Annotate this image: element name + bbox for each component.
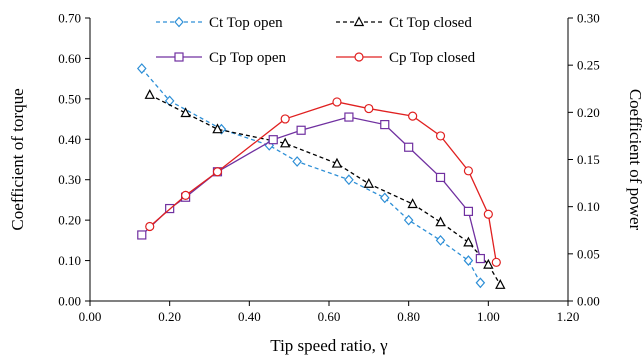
series-cp-top-closed xyxy=(145,97,501,267)
data-point xyxy=(212,123,223,134)
data-point xyxy=(344,112,354,122)
data-point xyxy=(403,214,414,226)
data-point xyxy=(279,137,291,148)
data-point xyxy=(407,198,418,209)
data-point xyxy=(144,89,155,99)
y-left-tick-label: 0.60 xyxy=(58,51,81,66)
legend-item: Cp Top closed xyxy=(336,50,476,66)
data-point xyxy=(180,107,191,118)
data-point xyxy=(435,234,446,246)
y-right-tick-label: 0.20 xyxy=(577,105,600,120)
y-right-tick-label: 0.05 xyxy=(577,246,600,261)
data-point xyxy=(344,174,354,186)
data-point xyxy=(463,206,474,216)
data-point xyxy=(491,257,501,267)
data-point xyxy=(332,97,342,107)
legend-marker xyxy=(174,16,184,28)
legend-label: Ct Top open xyxy=(209,15,283,31)
series-line xyxy=(141,68,481,284)
data-point xyxy=(475,253,485,264)
legend-item: Cp Top open xyxy=(156,50,287,66)
series-layer xyxy=(136,63,506,289)
data-point xyxy=(363,177,375,188)
data-point xyxy=(331,157,343,168)
y-left-tick-label: 0.30 xyxy=(58,172,81,187)
data-point xyxy=(136,63,147,74)
data-point xyxy=(435,216,446,227)
series-line xyxy=(141,116,481,259)
series-ct-top-open xyxy=(136,63,486,289)
data-point xyxy=(280,114,290,124)
data-point xyxy=(495,279,506,289)
data-point xyxy=(145,221,155,232)
y-right-tick-label: 0.10 xyxy=(577,199,600,214)
data-point xyxy=(483,258,494,269)
data-point xyxy=(463,236,474,247)
legend: Ct Top open Ct Top closed Cp Top open Cp To… xyxy=(156,15,476,66)
x-tick-label: 0.60 xyxy=(318,309,341,324)
data-point xyxy=(137,230,147,240)
legend-label: Cp Top closed xyxy=(389,50,476,66)
x-tick-label: 0.00 xyxy=(79,309,102,324)
x-tick-label: 1.00 xyxy=(477,309,500,324)
data-point xyxy=(268,135,278,145)
y-right-axis-title: Coefficient of power xyxy=(626,89,643,231)
data-point xyxy=(181,190,191,200)
y-left-tick-label: 0.40 xyxy=(58,132,81,147)
y-right-tick-label: 0.15 xyxy=(577,152,600,167)
y-left-tick-label: 0.20 xyxy=(58,213,81,228)
legend-item: Ct Top closed xyxy=(336,15,472,31)
data-point xyxy=(296,125,306,135)
axes: 0.00 0.20 0.40 0.60 0.80 1.00 1.200.000.100.20… xyxy=(8,11,643,356)
y-left-tick-label: 0.70 xyxy=(58,11,81,26)
series-ct-top-closed xyxy=(144,89,506,289)
y-left-tick-label: 0.10 xyxy=(58,253,81,268)
data-point xyxy=(292,156,302,167)
data-point xyxy=(475,277,486,289)
y-right-tick-label: 0.25 xyxy=(577,58,600,73)
data-point xyxy=(463,255,474,266)
x-tick-label: 0.20 xyxy=(158,309,181,324)
data-point xyxy=(364,103,374,114)
data-point xyxy=(404,142,414,152)
data-point xyxy=(379,192,390,204)
data-point xyxy=(408,111,418,121)
y-left-tick-label: 0.50 xyxy=(58,91,81,106)
legend-marker xyxy=(174,52,184,62)
series-cp-top-open xyxy=(137,112,485,264)
y-left-tick-label: 0.00 xyxy=(58,294,81,309)
x-tick-label: 0.40 xyxy=(238,309,261,324)
y-right-tick-label: 0.30 xyxy=(577,11,600,26)
y-left-axis-title: Coefficient of torque xyxy=(8,88,27,230)
legend-label: Ct Top closed xyxy=(389,15,472,31)
legend-marker xyxy=(354,52,364,62)
x-tick-label: 0.80 xyxy=(397,309,420,324)
x-axis-title: Tip speed ratio, γ xyxy=(270,336,388,355)
data-point xyxy=(483,209,493,219)
data-point xyxy=(435,131,446,141)
data-point xyxy=(435,172,446,183)
legend-label: Cp Top open xyxy=(209,50,287,66)
legend-item: Ct Top open xyxy=(156,15,283,31)
y-right-tick-label: 0.00 xyxy=(577,294,600,309)
data-point xyxy=(212,167,223,177)
data-point xyxy=(463,166,474,176)
legend-marker xyxy=(353,16,365,27)
data-point xyxy=(380,119,390,130)
x-tick-label: 1.20 xyxy=(557,309,580,324)
